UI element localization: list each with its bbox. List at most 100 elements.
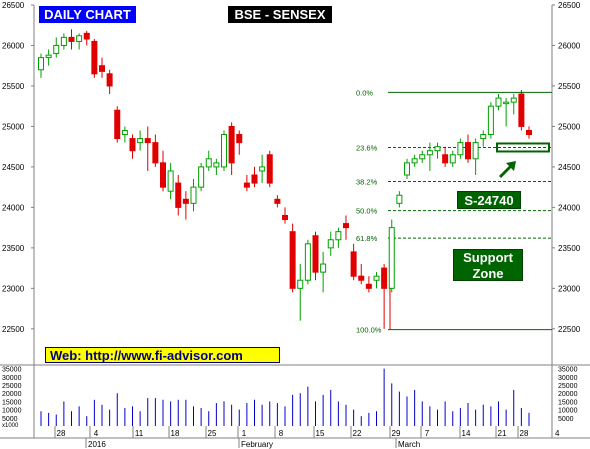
volume-tick-label-right: 35000 xyxy=(558,367,578,374)
bull-candle xyxy=(167,170,174,192)
day-label: 21 xyxy=(498,429,507,438)
bull-candle xyxy=(60,36,67,46)
day-label: 7 xyxy=(425,429,430,438)
bull-candle xyxy=(198,166,205,188)
fib-label: 50.0% xyxy=(356,207,378,216)
bear-candle xyxy=(243,182,250,188)
fib-label: 61.8% xyxy=(356,234,378,243)
price-tick-label-right: 24000 xyxy=(558,203,581,212)
price-tick-label-right: 24500 xyxy=(558,163,581,172)
volume-tick-label-right: 30000 xyxy=(558,375,578,382)
price-tick-label-right: 25000 xyxy=(558,122,581,131)
bull-candle xyxy=(121,129,128,136)
price-tick-label-left: 23500 xyxy=(2,244,25,253)
target-label: S-24740 xyxy=(457,191,521,209)
month-label: 2016 xyxy=(88,440,106,449)
price-tick-label-left: 26500 xyxy=(2,1,25,10)
bull-candle xyxy=(419,154,426,160)
price-tick-label-left: 25500 xyxy=(2,82,25,91)
day-label: 1 xyxy=(242,429,247,438)
bear-candle xyxy=(266,154,273,184)
bull-candle xyxy=(190,186,197,204)
volume-tick-label-left: 10000 xyxy=(2,408,22,415)
bear-candle xyxy=(526,129,532,136)
target-zone-box xyxy=(496,142,550,153)
bear-candle xyxy=(68,36,75,42)
bull-candle xyxy=(472,142,479,160)
price-tick-label-right: 23500 xyxy=(558,244,581,253)
volume-tick-label-left: 15000 xyxy=(2,399,22,406)
price-tick-label-left: 26000 xyxy=(2,41,25,50)
volume-tick-label-right: 5000 xyxy=(558,416,574,423)
bear-candle xyxy=(251,174,258,184)
bull-candle xyxy=(297,279,304,289)
fib-label: 38.2% xyxy=(356,177,378,186)
bull-candle xyxy=(213,162,220,168)
website-banner[interactable]: Web: http://www.fi-advisor.com xyxy=(45,347,280,363)
bear-candle xyxy=(381,267,388,289)
support-zone-label-line1: Support xyxy=(463,250,513,265)
bear-candle xyxy=(236,134,243,144)
bull-candle xyxy=(76,35,83,42)
bear-candle xyxy=(442,154,449,164)
fib-label: 0.0% xyxy=(356,88,373,97)
fib-label: 100.0% xyxy=(356,326,382,335)
price-tick-label-left: 24000 xyxy=(2,203,25,212)
price-tick-label-right: 26500 xyxy=(558,1,581,10)
bull-candle xyxy=(495,97,502,107)
bear-candle xyxy=(91,40,98,75)
bull-candle xyxy=(221,134,227,168)
day-label: 25 xyxy=(208,429,217,438)
index-name-label: BSE - SENSEX xyxy=(228,6,332,23)
volume-tick-label-right: 20000 xyxy=(558,391,578,398)
volume-tick-label-left: 25000 xyxy=(2,383,22,390)
bull-candle xyxy=(259,166,266,172)
price-tick-label-left: 25000 xyxy=(2,122,25,131)
bear-candle xyxy=(144,138,151,144)
up-arrow-icon xyxy=(499,161,516,178)
price-tick-label-right: 23000 xyxy=(558,284,581,293)
bull-candle xyxy=(335,231,342,241)
day-label: 11 xyxy=(135,429,144,438)
volume-tick-label-right: 15000 xyxy=(558,399,578,406)
bull-candle xyxy=(411,158,418,164)
bull-candle xyxy=(426,150,433,156)
bear-candle xyxy=(358,275,365,281)
bear-candle xyxy=(160,162,166,188)
price-tick-label-right: 22500 xyxy=(558,325,581,334)
bear-candle xyxy=(289,231,296,289)
bull-candle xyxy=(510,97,517,103)
day-label: 18 xyxy=(171,429,180,438)
bull-candle xyxy=(137,138,144,144)
bull-candle xyxy=(373,275,380,281)
bear-candle xyxy=(152,142,159,164)
bear-candle xyxy=(282,214,288,221)
bear-candle xyxy=(228,125,235,164)
volume-tick-label-left: 5000 xyxy=(2,416,18,423)
bear-candle xyxy=(99,65,105,72)
day-label: 22 xyxy=(353,429,362,438)
day-label: 28 xyxy=(57,429,66,438)
month-label: March xyxy=(398,440,420,449)
right-edge-tick-label: 4 xyxy=(555,429,560,438)
bear-candle xyxy=(175,182,182,208)
fib-label: 23.6% xyxy=(356,143,378,152)
bear-candle xyxy=(182,198,189,204)
price-tick-label-right: 25500 xyxy=(558,82,581,91)
bull-candle xyxy=(480,134,487,140)
volume-tick-label-right: 25000 xyxy=(558,383,578,390)
volume-unit-label: x1000 xyxy=(2,423,19,429)
bull-candle xyxy=(487,105,494,136)
bull-candle xyxy=(327,239,334,249)
bear-candle xyxy=(83,32,90,40)
day-label: 15 xyxy=(316,429,325,438)
bull-candle xyxy=(457,142,464,156)
volume-tick-label-left: 35000 xyxy=(2,367,22,374)
bull-candle xyxy=(320,263,327,273)
bull-candle xyxy=(404,162,410,176)
bull-candle xyxy=(38,57,44,71)
bull-candle xyxy=(503,101,510,105)
volume-tick-label-left: 20000 xyxy=(2,391,22,398)
bear-candle xyxy=(106,73,113,87)
